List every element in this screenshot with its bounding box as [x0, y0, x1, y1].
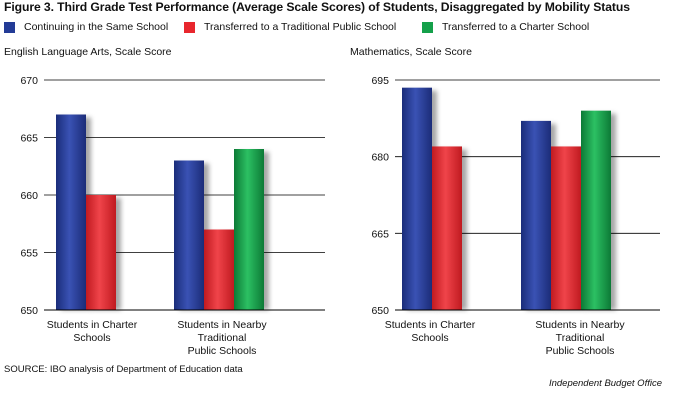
legend-label: Continuing in the Same School	[24, 21, 169, 33]
x-category-label: Students in Nearby	[535, 319, 625, 331]
bar	[56, 114, 86, 310]
legend-swatch-blue	[4, 21, 15, 33]
legend-item-continuing: Continuing in the Same School	[4, 21, 168, 33]
x-category-label: Traditional	[556, 332, 605, 344]
bar	[204, 229, 234, 310]
x-category-label: Schools	[73, 332, 110, 344]
bar	[402, 87, 432, 311]
x-category-label: Traditional	[198, 332, 247, 344]
figure-title: Figure 3. Third Grade Test Performance (…	[4, 0, 630, 14]
x-category-label: Public Schools	[546, 345, 615, 357]
x-category-label: Schools	[411, 332, 448, 344]
legend-swatch-red	[184, 21, 195, 33]
credit-line: Independent Budget Office	[548, 378, 662, 389]
bar	[581, 110, 611, 311]
bar	[432, 146, 462, 310]
y-tick-label: 660	[20, 190, 38, 202]
x-category-label: Public Schools	[188, 345, 257, 357]
y-tick-label: 650	[371, 305, 389, 317]
bar	[86, 195, 116, 310]
bar	[234, 149, 264, 310]
legend-item-charter: Transferred to a Charter School	[422, 21, 589, 33]
math-panel-title: Mathematics, Scale Score	[350, 46, 472, 58]
y-tick-label: 695	[371, 75, 389, 87]
bar	[551, 146, 581, 310]
x-category-label: Students in Charter	[385, 319, 476, 331]
bar	[521, 120, 551, 310]
y-tick-label: 670	[20, 75, 38, 87]
bar	[174, 160, 204, 310]
legend: Continuing in the Same School Transferre…	[4, 21, 676, 37]
legend-label: Transferred to a Traditional Public Scho…	[204, 21, 397, 33]
y-tick-label: 665	[20, 133, 38, 145]
y-tick-label: 665	[371, 228, 389, 240]
y-tick-label: 680	[371, 152, 389, 164]
x-category-label: Students in Nearby	[177, 319, 267, 331]
source-note: SOURCE: IBO analysis of Department of Ed…	[4, 364, 243, 375]
legend-swatch-green	[422, 21, 433, 33]
y-tick-label: 655	[20, 248, 38, 260]
y-tick-label: 650	[20, 305, 38, 317]
ela-panel-title: English Language Arts, Scale Score	[4, 46, 172, 58]
legend-label: Transferred to a Charter School	[442, 21, 590, 33]
legend-item-traditional: Transferred to a Traditional Public Scho…	[184, 21, 396, 33]
x-category-label: Students in Charter	[47, 319, 138, 331]
